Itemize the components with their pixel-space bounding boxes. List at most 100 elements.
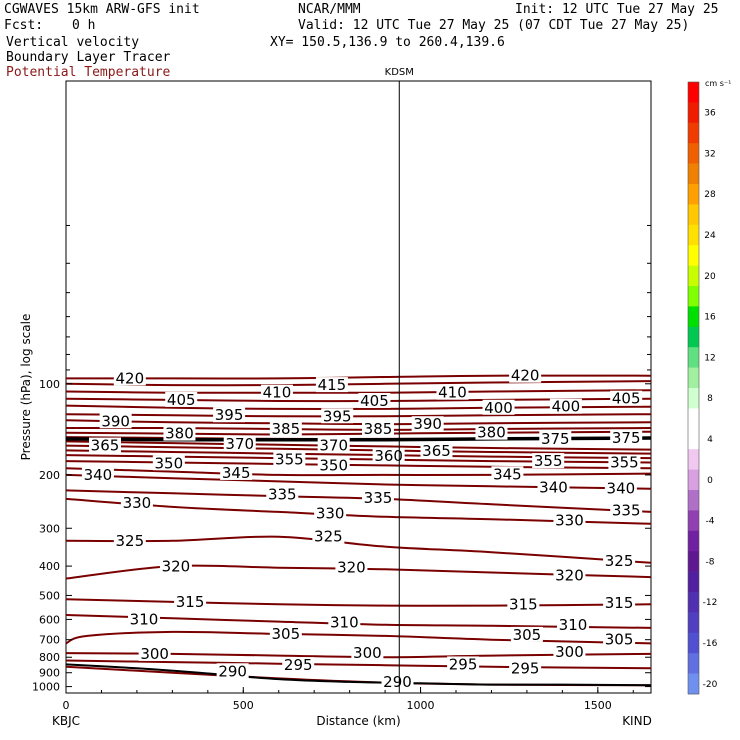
colorbar-label: 28	[704, 190, 716, 200]
theta-contour-335	[65, 489, 652, 513]
contour-label-bg	[381, 673, 414, 689]
contour-label-bg	[532, 453, 565, 469]
colorbar-label: 20	[704, 272, 716, 282]
colorbar-swatch	[688, 265, 699, 287]
y-tick-label: 200	[39, 469, 60, 482]
colorbar-swatch	[688, 490, 699, 511]
y-tick-label: 100	[39, 378, 60, 391]
contour-label: 400	[552, 398, 581, 416]
station-label-left: KBJC	[52, 714, 80, 728]
contour-label-bg	[610, 429, 643, 445]
contour-label: 365	[91, 437, 120, 455]
contour-label: 420	[115, 369, 144, 387]
contour-label: 330	[555, 512, 584, 530]
contour-label: 300	[353, 644, 382, 662]
y-tick-label: 600	[39, 613, 60, 626]
contour-label-bg	[553, 567, 586, 583]
contour-label-bg	[128, 611, 160, 627]
contour-label: 390	[413, 415, 442, 433]
contour-label-bg	[321, 408, 354, 424]
colorbar-swatch	[688, 286, 699, 307]
colorbar-swatch	[688, 653, 699, 674]
contour-label: 340	[539, 478, 568, 496]
y-tick-label: 900	[39, 667, 60, 680]
colorbar-label: 12	[704, 353, 715, 363]
contour-label: 335	[612, 501, 641, 519]
colorbar-swatch	[688, 82, 699, 103]
contour-label: 315	[176, 593, 205, 611]
contour-label-bg	[447, 656, 480, 672]
colorbar-swatch	[688, 102, 699, 124]
contour-label: 310	[330, 614, 359, 632]
theta-contour-360	[65, 449, 652, 460]
terrain-line	[65, 663, 652, 687]
forecast-label: Fcst:	[4, 18, 44, 33]
contour-label: 375	[541, 430, 570, 448]
contour-label: 330	[123, 494, 152, 512]
colorbar-label: 36	[704, 109, 716, 119]
contour-label: 320	[337, 559, 366, 577]
x-tick-label: 1500	[584, 699, 612, 712]
colorbar-swatch	[688, 612, 699, 634]
contour-label: 410	[263, 384, 292, 402]
contour-label-bg	[120, 495, 153, 511]
contour-label: 400	[484, 399, 513, 417]
contour-label-bg	[537, 479, 570, 495]
contour-label: 345	[222, 464, 251, 482]
contour-label: 325	[605, 552, 634, 570]
colorbar-label: -16	[703, 639, 718, 649]
contour-label: 330	[316, 504, 345, 522]
contour-label: 320	[555, 567, 584, 585]
contour-label-bg	[509, 367, 542, 383]
colorbar-swatch	[688, 306, 699, 328]
contour-label-bg	[159, 558, 192, 574]
x-tick-label: 500	[233, 699, 254, 712]
contour-label-bg	[610, 502, 643, 518]
contour-label-bg	[113, 532, 146, 548]
contour-label: 300	[555, 643, 584, 661]
init-time: Init: 12 UTC Tue 27 May 25	[515, 2, 719, 17]
model-title: CGWAVES 15km ARW-GFS init	[4, 2, 200, 17]
colorbar-label: 16	[704, 313, 716, 323]
contour-label: 295	[449, 655, 478, 673]
contour-label: 315	[509, 595, 538, 613]
station-label-kdsm: KDSM	[385, 67, 414, 78]
contour-label: 310	[130, 610, 159, 628]
field-label-vertical-velocity: Vertical velocity	[6, 35, 140, 50]
contour-label: 355	[610, 454, 639, 472]
colorbar-swatch	[688, 326, 699, 348]
contour-label: 355	[534, 452, 563, 470]
colorbar-swatch	[688, 571, 699, 593]
contour-label-bg	[372, 447, 405, 463]
contour-label-bg	[174, 593, 207, 609]
contour-label: 405	[167, 391, 196, 409]
colorbar-swatch	[688, 428, 699, 450]
colorbar-swatch	[688, 122, 699, 144]
contour-label: 315	[605, 594, 634, 612]
valid-time: Valid: 12 UTC Tue 27 May 25 (07 CDT Tue …	[298, 18, 690, 33]
colorbar-swatch	[688, 592, 699, 613]
theta-contour-345	[65, 467, 652, 477]
y-tick-label: 400	[39, 560, 60, 573]
contour-label-bg	[510, 626, 543, 642]
contour-label-bg	[608, 454, 641, 470]
contour-label: 405	[360, 392, 389, 410]
contour-label: 385	[364, 420, 393, 438]
colorbar-swatch	[688, 388, 699, 409]
contour-label: 320	[162, 558, 191, 576]
contour-label-bg	[436, 384, 469, 400]
contour-label-bg	[328, 614, 361, 630]
contour-label-bg	[216, 663, 249, 679]
y-tick-label: 300	[39, 522, 60, 535]
colorbar-swatch	[688, 163, 699, 185]
contour-label: 410	[438, 384, 467, 402]
colorbar-swatch	[688, 245, 699, 266]
theta-contour-410	[65, 389, 652, 394]
colorbar-label: 4	[707, 435, 713, 445]
contour-label-bg	[152, 455, 185, 471]
contour-label: 365	[422, 442, 451, 460]
contour-label-bg	[539, 430, 572, 446]
contour-label: 290	[383, 673, 412, 691]
contour-label: 295	[284, 656, 313, 674]
colorbar-swatch	[688, 143, 699, 164]
